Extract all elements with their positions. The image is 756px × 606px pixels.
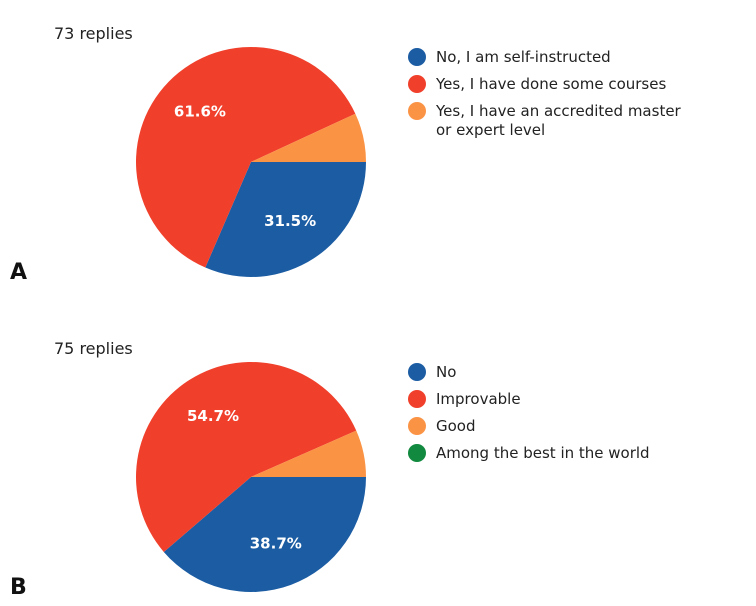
legend-label: Yes, I have done some courses — [436, 75, 667, 93]
value-label: 38.7% — [250, 534, 302, 552]
value-label: 54.7% — [187, 407, 239, 425]
pie-chart: 38.7% 54.7% — [136, 362, 366, 592]
legend: No Improvable Good Among the best in the wo… — [408, 363, 708, 471]
legend-item: No — [408, 363, 708, 382]
pie-slice — [136, 362, 357, 552]
legend-label: No, I am self-instructed — [436, 48, 611, 66]
legend-swatch — [408, 363, 426, 381]
legend-swatch — [408, 102, 426, 120]
value-label: 61.6% — [174, 103, 226, 121]
legend-label: Among the best in the world — [436, 444, 650, 462]
value-label: 31.5% — [264, 212, 316, 230]
panel-letter: B — [10, 575, 27, 600]
legend-swatch — [408, 390, 426, 408]
legend: No, I am self-instructed Yes, I have done… — [408, 48, 708, 148]
legend-swatch — [408, 417, 426, 435]
legend-swatch — [408, 75, 426, 93]
legend-label: Yes, I have an accredited master or expe… — [436, 102, 681, 139]
legend-item: No, I am self-instructed — [408, 48, 708, 67]
panel-letter: A — [10, 260, 28, 285]
pie-slice — [251, 113, 366, 162]
legend-swatch — [408, 444, 426, 462]
pie-slice — [136, 46, 356, 268]
chart-title: 75 replies — [54, 339, 133, 358]
legend-item: Good — [408, 417, 708, 436]
legend-swatch — [408, 48, 426, 66]
legend-item: Among the best in the world — [408, 444, 708, 463]
pie-slice — [205, 162, 366, 277]
pie-chart: 31.5% 61.6% — [136, 46, 366, 277]
legend-label: No — [436, 363, 457, 381]
legend-item: Yes, I have an accredited master or expe… — [408, 102, 708, 140]
chart-panel: 75 replies B 38.7% 54.7% No Improvable Good Amo… — [0, 315, 756, 606]
pie-slice — [251, 430, 366, 477]
legend-label: Improvable — [436, 390, 521, 408]
chart-title: 73 replies — [54, 24, 133, 43]
legend-label: Good — [436, 417, 476, 435]
chart-panel: 73 replies A 31.5% 61.6% No, I am self-instr… — [0, 0, 756, 300]
pie-slice — [163, 477, 366, 592]
legend-item: Improvable — [408, 390, 708, 409]
legend-item: Yes, I have done some courses — [408, 75, 708, 94]
